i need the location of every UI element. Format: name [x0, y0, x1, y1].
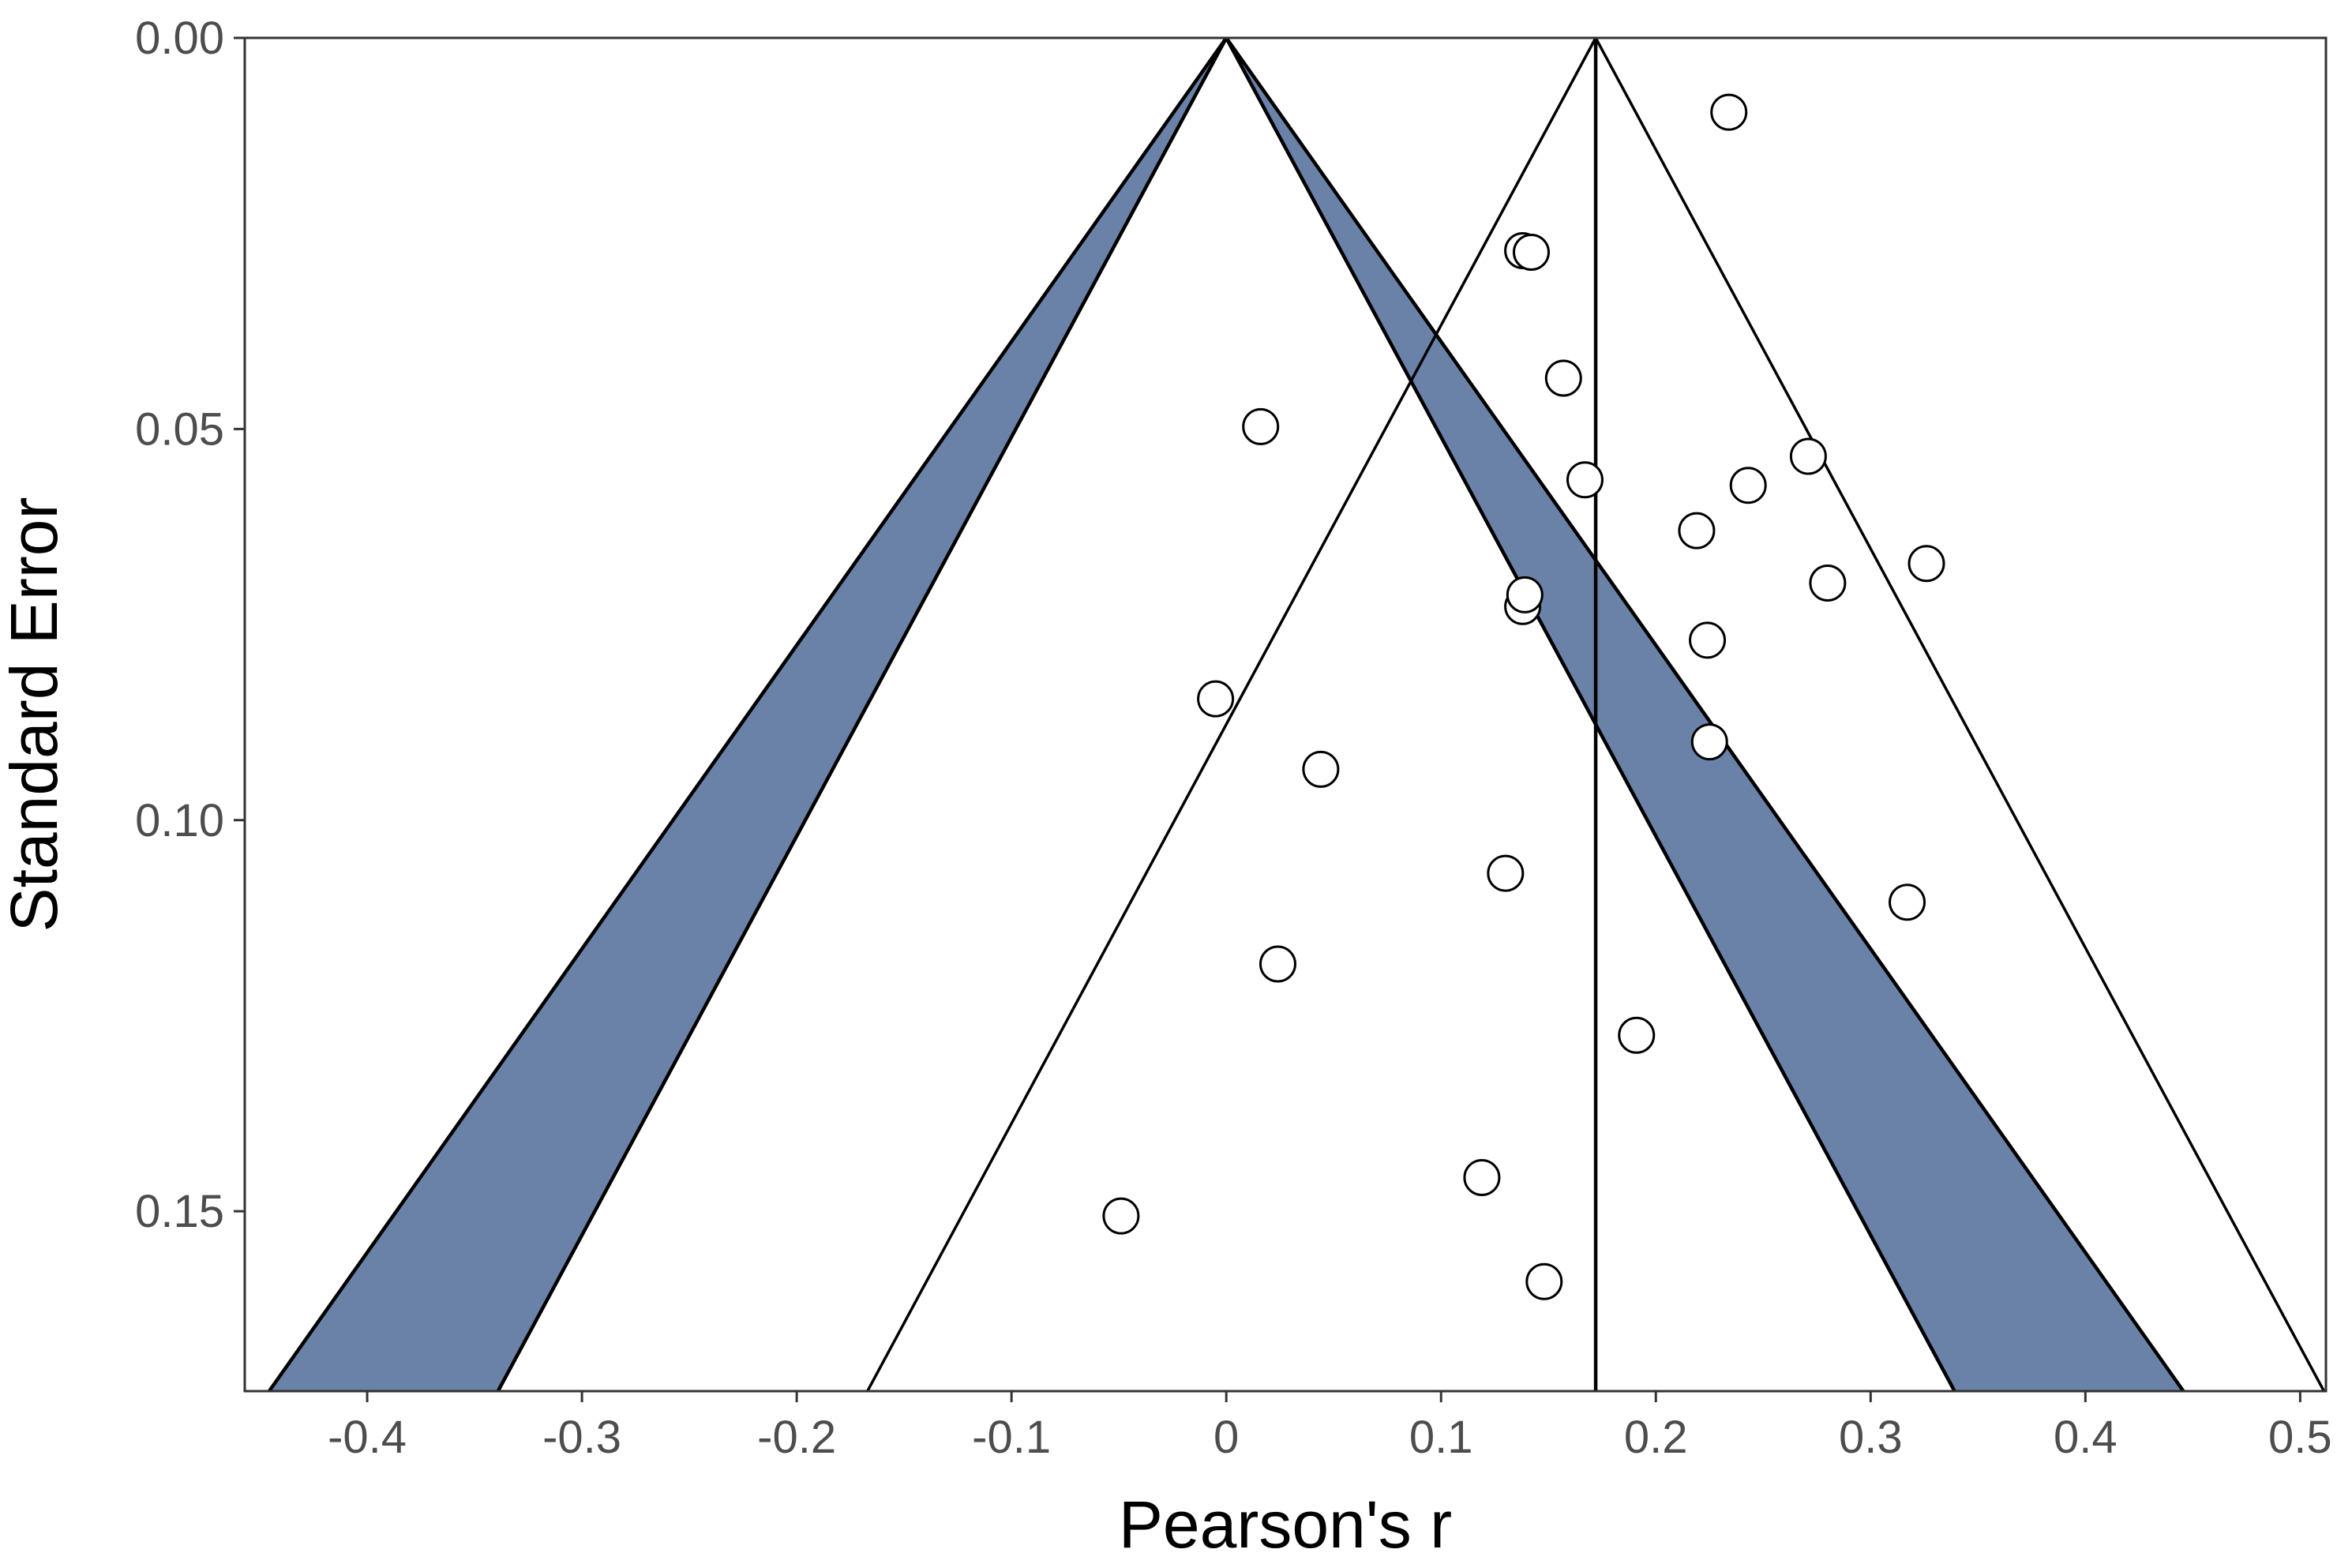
- null-funnel-outer-right-line: [1225, 38, 2185, 1391]
- study-point: [1907, 545, 1945, 583]
- x-tick-label: 0.2: [1624, 1412, 1688, 1463]
- study-point: [1544, 359, 1582, 397]
- y-axis-title: Standard Error: [0, 497, 71, 932]
- axes: -0.4 -0.3 -0.2 -0.1 0 0.1 0.2 0.3 0.4 0.5 0.00 0.05…: [135, 13, 2332, 1463]
- x-axis-title: Pearson's r: [1119, 1487, 1452, 1562]
- estimate-funnel-left-line: [866, 38, 1597, 1391]
- study-point: [1102, 1197, 1140, 1235]
- study-point: [1689, 621, 1727, 659]
- study-point: [1618, 1016, 1656, 1054]
- study-point: [1302, 750, 1340, 788]
- x-tick-label: 0: [1214, 1412, 1239, 1463]
- study-point: [1197, 680, 1235, 718]
- y-tick-label: 0.00: [135, 13, 224, 64]
- study-point: [1487, 854, 1525, 892]
- y-tick-label: 0.15: [135, 1186, 224, 1237]
- study-point: [1710, 93, 1748, 131]
- y-tick-label: 0.10: [135, 795, 224, 846]
- null-funnel-outer-left-line: [268, 38, 1229, 1391]
- study-point: [1242, 407, 1280, 445]
- study-point: [1506, 576, 1544, 613]
- panel-border: [243, 36, 2328, 1393]
- study-point: [1463, 1159, 1501, 1197]
- y-tick-label: 0.05: [135, 403, 224, 455]
- study-point: [1525, 1262, 1563, 1300]
- study-point: [1729, 467, 1767, 505]
- null-funnel-inner-right-line: [1225, 38, 1956, 1391]
- x-tick-label: -0.3: [542, 1412, 621, 1463]
- study-point: [1889, 883, 1926, 921]
- x-tick-label: -0.2: [757, 1412, 836, 1463]
- x-tick-label: 0.1: [1409, 1412, 1473, 1463]
- x-tick-label: 0.5: [2268, 1412, 2332, 1463]
- study-point: [1259, 945, 1296, 983]
- plot-panel-content: [268, 38, 2326, 1391]
- x-tick-label: -0.4: [328, 1412, 407, 1463]
- null-funnel-inner-left-line: [496, 38, 1229, 1391]
- study-point: [1678, 512, 1716, 550]
- x-tick-label: 0.3: [1839, 1412, 1903, 1463]
- study-point: [1690, 723, 1728, 761]
- estimate-funnel-right-line: [1594, 38, 2326, 1391]
- study-point: [1512, 233, 1550, 271]
- study-point: [1809, 565, 1847, 602]
- x-tick-label: 0.4: [2054, 1412, 2118, 1463]
- x-tick-label: -0.1: [972, 1412, 1051, 1463]
- study-point: [1566, 461, 1604, 499]
- study-point: [1789, 437, 1827, 475]
